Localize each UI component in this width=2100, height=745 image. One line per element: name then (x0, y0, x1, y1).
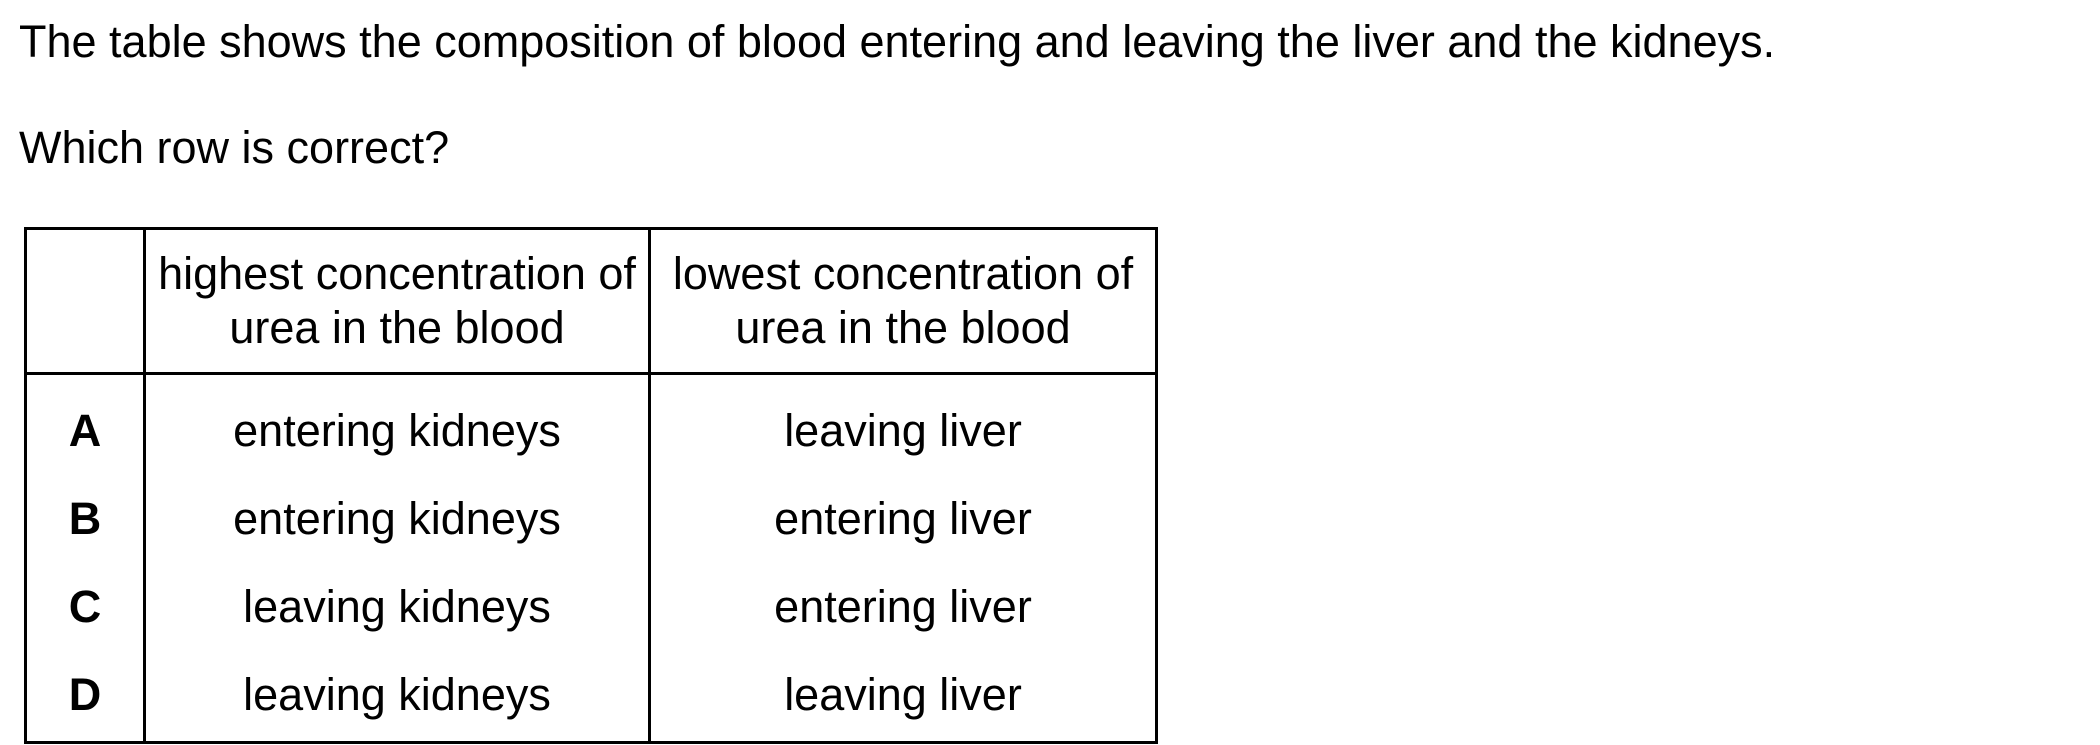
option-letter: C (68, 581, 102, 632)
lowest-cell: leaving liver (648, 651, 1157, 743)
table-row-d[interactable]: D leaving kidneys leaving liver (26, 651, 1157, 743)
option-letter: A (68, 405, 102, 456)
lowest-cell: leaving liver (648, 373, 1157, 475)
option-letter: D (68, 669, 102, 720)
header-highest-concentration: highest concentration of urea in the blo… (143, 228, 650, 375)
question-text: Which row is correct? (19, 122, 450, 173)
table-row-a[interactable]: A entering kidneys leaving liver (26, 373, 1157, 475)
lowest-cell: entering liver (648, 563, 1157, 651)
highest-cell: leaving kidneys (143, 563, 650, 651)
highest-cell: entering kidneys (143, 373, 650, 475)
table-header-row: highest concentration of urea in the blo… (25, 228, 1157, 375)
header-lowest-concentration: lowest concentration of urea in the bloo… (648, 228, 1157, 375)
table-row-c[interactable]: C leaving kidneys entering liver (26, 563, 1157, 651)
intro-text: The table shows the composition of blood… (19, 16, 1776, 67)
lowest-cell: entering liver (648, 475, 1157, 563)
highest-cell: entering kidneys (143, 475, 650, 563)
answer-table: highest concentration of urea in the blo… (24, 227, 1158, 744)
highest-cell: leaving kidneys (143, 651, 650, 743)
option-letter: B (68, 493, 102, 544)
header-option (25, 228, 145, 375)
table-row-b[interactable]: B entering kidneys entering liver (26, 475, 1157, 563)
